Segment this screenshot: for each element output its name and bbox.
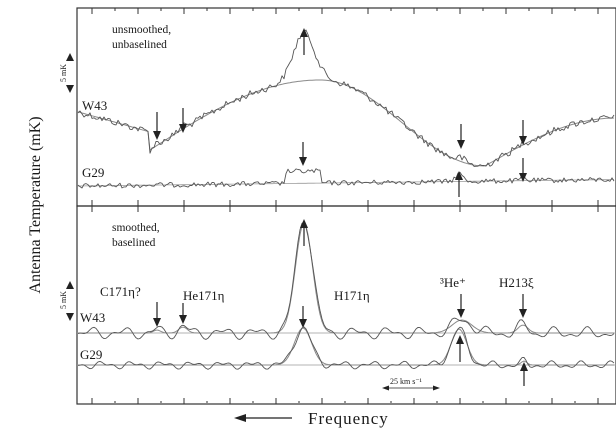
top-series-label-g29: G29 [82,165,104,180]
bottom-arrow-w43-h171 [300,219,308,246]
bottom-scale-bar [66,281,74,321]
line-label-he171: He171η [183,288,225,303]
top-panel-note-1: unsmoothed, [112,24,171,36]
bottom-arrow-he3-w43 [457,294,465,318]
bottom-g29-spectrum [77,326,615,370]
bottom-scale-bar-label: 5 mK [59,291,68,309]
bottom-series-label-g29: G29 [80,347,102,362]
velocity-scale-bar [382,385,440,391]
top-arrow-w43-h213 [519,120,527,145]
bottom-series-label-w43: W43 [80,310,105,325]
top-arrow-g29-he3 [455,171,463,197]
bottom-panel-frame [76,205,616,405]
bottom-panel-note-1: smoothed, [112,222,160,234]
line-label-c171: C171η? [100,284,141,299]
top-scale-bar-label: 5 mK [59,64,68,82]
bottom-arrow-g29-h171 [299,306,307,328]
top-arrow-g29-h171 [299,142,307,166]
bottom-arrow-h213-g29 [520,362,528,386]
top-arrow-w43-he171 [179,108,187,133]
top-scale-bar [66,53,74,93]
line-label-he3: ³He⁺ [440,275,466,290]
x-axis-label: Frequency [308,409,389,428]
bottom-w43-spectrum [77,222,615,340]
top-arrow-g29-h213 [519,158,527,182]
velocity-scale-label: 25 km s⁻¹ [390,377,423,386]
top-panel-frame [76,7,616,207]
bottom-arrow-h213-w43 [519,294,527,318]
top-g29-baseline-model [78,179,614,187]
bottom-g29-fit [78,327,614,366]
line-label-h171: H171η [334,288,370,303]
top-w43-spectrum [77,29,615,167]
top-arrow-w43-c171 [153,112,161,140]
bottom-panel-note-2: baselined [112,237,156,249]
y-axis-label: Antenna Temperature (mK) [27,116,44,293]
top-panel-note-2: unbaselined [112,39,167,51]
top-arrow-w43-h171 [300,28,308,55]
bottom-arrow-he171 [179,303,187,324]
bottom-arrow-c171 [153,302,161,327]
line-label-h213: H213ξ [499,275,534,290]
frequency-arrow [234,414,292,422]
top-series-label-w43: W43 [82,98,107,113]
top-w43-baseline-model [77,79,615,167]
axis-ticks [91,8,599,404]
bottom-arrow-he3-g29 [456,335,464,362]
top-arrow-w43-he3 [457,124,465,149]
